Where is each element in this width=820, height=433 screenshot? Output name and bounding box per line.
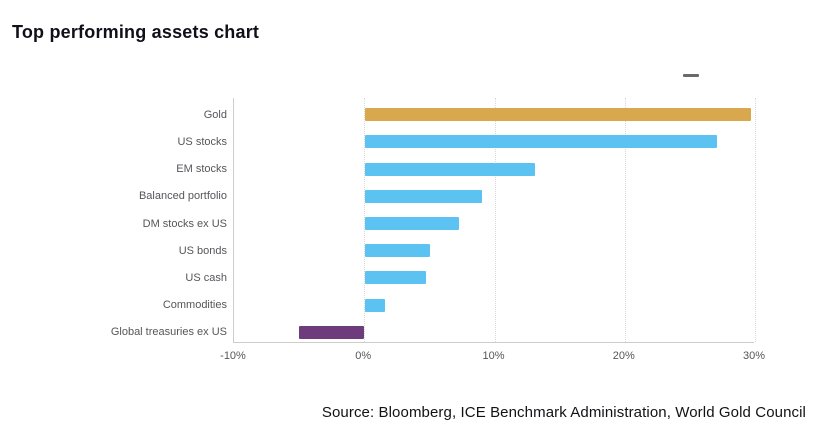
y-axis-label-us-stocks: US stocks bbox=[177, 135, 227, 148]
y-axis-label-balanced-portfolio: Balanced portfolio bbox=[138, 190, 227, 203]
bar-us-bonds[interactable] bbox=[365, 244, 431, 258]
bar-global-treasuries-ex-us[interactable] bbox=[299, 325, 365, 339]
legend-dash-icon bbox=[683, 74, 699, 77]
bar-us-stocks[interactable] bbox=[365, 135, 717, 149]
y-axis-label-us-cash: US cash bbox=[185, 271, 227, 284]
x-axis-tick--10pct: -10% bbox=[220, 350, 246, 362]
bar-dm-stocks-ex-us[interactable] bbox=[365, 217, 460, 230]
y-axis-label-commodities: Commodities bbox=[162, 299, 227, 312]
x-axis-tick-20pct: 20% bbox=[612, 350, 635, 362]
page-title: Top performing assets chart bbox=[12, 22, 260, 42]
y-axis-label-us-bonds: US bonds bbox=[178, 244, 227, 257]
y-axis-label-global-treasuries-ex-us: Global treasuries ex US bbox=[110, 326, 227, 339]
gridline-10pct bbox=[494, 98, 496, 342]
x-axis-tick-30pct: 30% bbox=[742, 350, 766, 362]
gridline-20pct bbox=[624, 98, 626, 342]
x-axis-tick-0pct: 0% bbox=[355, 350, 372, 362]
source-text: Source: Bloomberg, ICE Benchmark Adminis… bbox=[321, 404, 806, 421]
y-axis-label-dm-stocks-ex-us: DM stocks ex US bbox=[142, 217, 227, 230]
bar-balanced-portfolio[interactable] bbox=[365, 189, 483, 203]
plot-area bbox=[233, 98, 756, 343]
y-axis-label-em-stocks: EM stocks bbox=[176, 163, 227, 176]
gridline-30pct bbox=[755, 98, 756, 342]
gridline-0pct bbox=[364, 98, 366, 342]
y-axis-label-gold: Gold bbox=[203, 108, 227, 121]
bar-em-stocks[interactable] bbox=[365, 162, 535, 176]
x-axis-tick-10pct: 10% bbox=[482, 350, 505, 362]
bar-gold[interactable] bbox=[365, 108, 751, 122]
bar-commodities[interactable] bbox=[365, 298, 385, 312]
bar-us-cash[interactable] bbox=[365, 271, 427, 285]
